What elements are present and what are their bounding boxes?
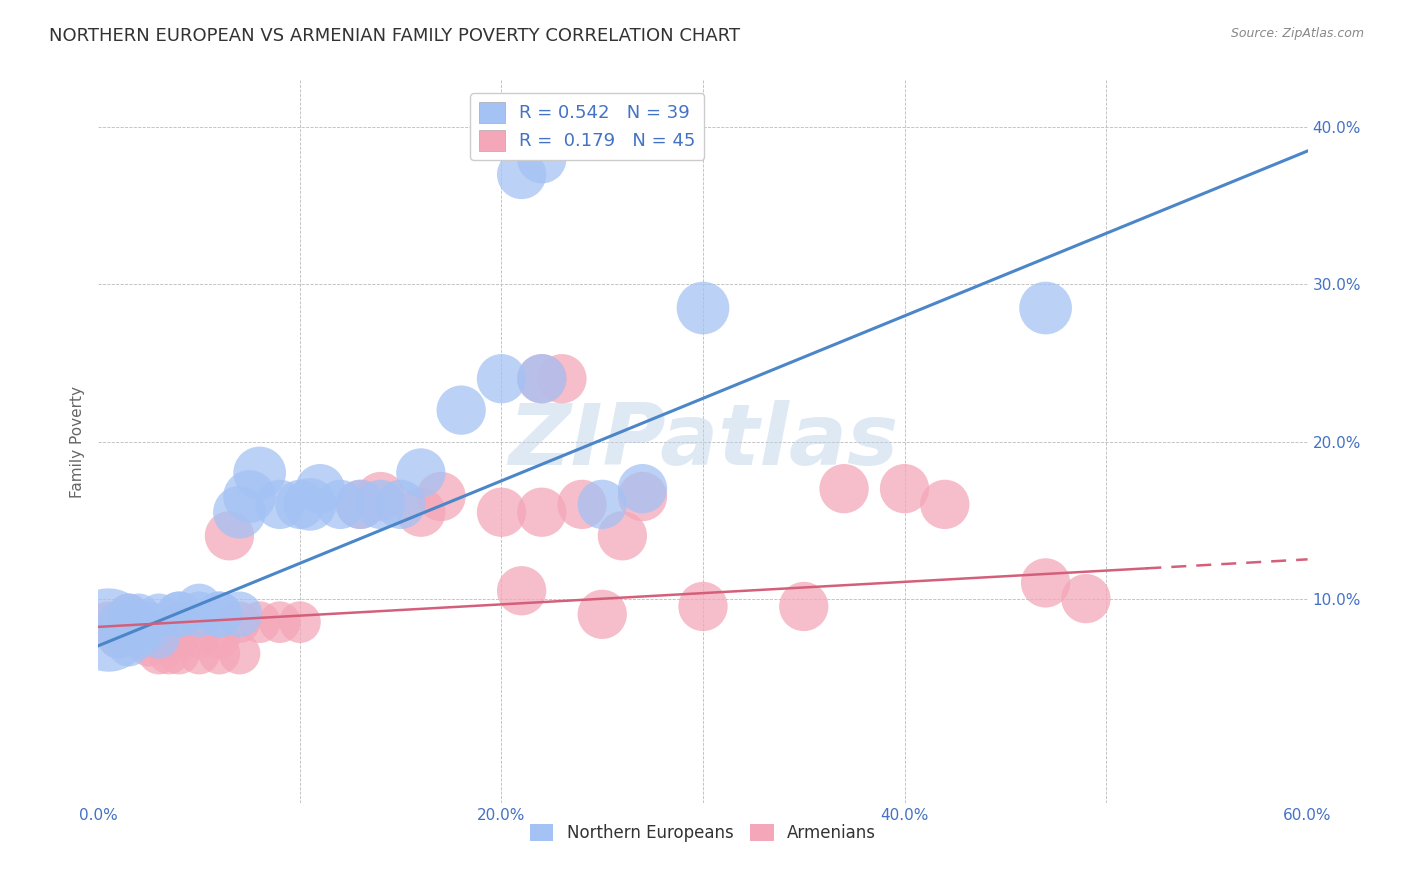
Point	[128, 615, 150, 630]
Point	[288, 497, 311, 511]
Point	[118, 607, 141, 622]
Point	[138, 623, 160, 637]
Point	[148, 631, 170, 645]
Point	[208, 607, 231, 622]
Point	[107, 631, 129, 645]
Point	[239, 490, 262, 504]
Point	[269, 497, 291, 511]
Point	[208, 647, 231, 661]
Point	[1074, 591, 1097, 606]
Point	[208, 607, 231, 622]
Point	[167, 647, 190, 661]
Point	[97, 615, 120, 630]
Point	[107, 631, 129, 645]
Point	[249, 615, 271, 630]
Point	[309, 482, 332, 496]
Point	[167, 615, 190, 630]
Point	[530, 372, 553, 386]
Point	[530, 152, 553, 166]
Point	[551, 372, 574, 386]
Text: Source: ZipAtlas.com: Source: ZipAtlas.com	[1230, 27, 1364, 40]
Point	[329, 497, 352, 511]
Point	[491, 372, 513, 386]
Point	[128, 607, 150, 622]
Point	[288, 615, 311, 630]
Point	[692, 301, 714, 315]
Point	[148, 647, 170, 661]
Point	[138, 623, 160, 637]
Point	[893, 482, 915, 496]
Point	[188, 631, 211, 645]
Point	[218, 529, 240, 543]
Point	[591, 497, 613, 511]
Point	[228, 607, 250, 622]
Point	[128, 631, 150, 645]
Point	[510, 583, 533, 598]
Text: NORTHERN EUROPEAN VS ARMENIAN FAMILY POVERTY CORRELATION CHART: NORTHERN EUROPEAN VS ARMENIAN FAMILY POV…	[49, 27, 741, 45]
Point	[370, 497, 392, 511]
Point	[118, 623, 141, 637]
Point	[188, 599, 211, 614]
Y-axis label: Family Poverty: Family Poverty	[69, 385, 84, 498]
Point	[793, 599, 815, 614]
Point	[228, 505, 250, 519]
Point	[530, 372, 553, 386]
Point	[138, 615, 160, 630]
Point	[491, 505, 513, 519]
Point	[157, 631, 180, 645]
Point	[349, 497, 371, 511]
Point	[349, 497, 371, 511]
Point	[510, 168, 533, 182]
Point	[157, 647, 180, 661]
Point	[692, 599, 714, 614]
Point	[389, 497, 412, 511]
Point	[832, 482, 855, 496]
Point	[97, 623, 120, 637]
Point	[631, 482, 654, 496]
Point	[188, 647, 211, 661]
Point	[370, 490, 392, 504]
Point	[228, 647, 250, 661]
Point	[409, 505, 432, 519]
Point	[530, 505, 553, 519]
Point	[612, 529, 634, 543]
Point	[148, 631, 170, 645]
Point	[167, 607, 190, 622]
Point	[269, 615, 291, 630]
Point	[450, 403, 472, 417]
Point	[934, 497, 956, 511]
Point	[228, 615, 250, 630]
Point	[430, 490, 453, 504]
Point	[571, 497, 593, 511]
Point	[148, 607, 170, 622]
Legend: Northern Europeans, Armenians: Northern Europeans, Armenians	[523, 817, 883, 848]
Point	[208, 631, 231, 645]
Point	[299, 497, 322, 511]
Point	[249, 466, 271, 480]
Point	[118, 639, 141, 653]
Text: ZIPatlas: ZIPatlas	[508, 400, 898, 483]
Point	[409, 466, 432, 480]
Point	[138, 639, 160, 653]
Point	[1035, 301, 1057, 315]
Point	[167, 607, 190, 622]
Point	[591, 607, 613, 622]
Point	[1035, 575, 1057, 590]
Point	[631, 490, 654, 504]
Point	[118, 607, 141, 622]
Point	[107, 615, 129, 630]
Point	[128, 631, 150, 645]
Point	[167, 631, 190, 645]
Point	[188, 607, 211, 622]
